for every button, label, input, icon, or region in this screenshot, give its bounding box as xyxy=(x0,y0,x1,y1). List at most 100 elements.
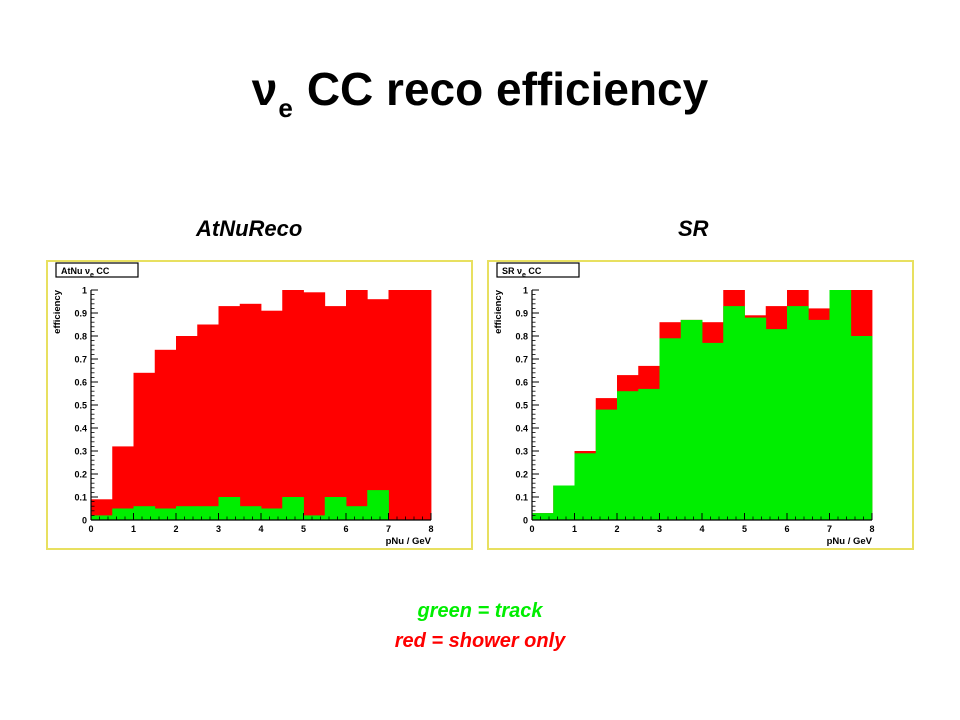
stat-box-text: SR νe CC xyxy=(502,266,542,279)
bar-green-12 xyxy=(787,306,809,520)
bar-green-0 xyxy=(91,515,113,520)
x-tick-label-7: 7 xyxy=(827,524,832,534)
bar-green-3 xyxy=(595,409,618,520)
x-tick-label-3: 3 xyxy=(216,524,221,534)
y-tick-label-2: 0.2 xyxy=(515,470,528,480)
y-tick-label-7: 0.7 xyxy=(515,355,528,365)
bar-red-9 xyxy=(282,290,304,520)
y-tick-label-4: 0.4 xyxy=(515,424,528,434)
x-tick-label-1: 1 xyxy=(572,524,577,534)
slide-title: νe CC reco efficiency xyxy=(0,62,960,124)
x-tick-label-6: 6 xyxy=(784,524,789,534)
bar-red-14 xyxy=(388,290,411,520)
bar-red-13 xyxy=(367,299,389,520)
bar-red-4 xyxy=(176,336,198,520)
chart-atnureco: AtNu νe CC 0 0.1 0.2 0.3 0.4 0.5 0.6 0.7 0.8 0.9 1 0… xyxy=(46,260,473,550)
y-tick-label-2: 0.2 xyxy=(74,470,87,480)
bar-red-11 xyxy=(324,306,347,520)
stat-box xyxy=(55,262,139,278)
y-axis-label: efficiency xyxy=(52,289,63,334)
bar-green-13 xyxy=(808,319,830,520)
bar-green-10 xyxy=(303,515,326,520)
y-tick-label-0: 0 xyxy=(523,516,528,526)
bar-green-6 xyxy=(218,497,241,520)
x-tick-label-2: 2 xyxy=(173,524,178,534)
x-tick-label-0: 0 xyxy=(88,524,93,534)
y-tick-label-10: 1 xyxy=(82,286,87,296)
bar-red-3 xyxy=(154,349,177,520)
bar-red-15 xyxy=(409,290,432,520)
x-tick-label-5: 5 xyxy=(742,524,747,534)
y-tick-label-9: 0.9 xyxy=(74,309,87,319)
y-tick-label-6: 0.6 xyxy=(515,378,528,388)
y-tick-label-1: 0.1 xyxy=(74,493,87,503)
x-tick-label-0: 0 xyxy=(529,524,534,534)
bar-green-7 xyxy=(239,506,262,520)
y-tick-label-10: 1 xyxy=(523,286,528,296)
x-tick-label-2: 2 xyxy=(614,524,619,534)
bar-green-8 xyxy=(702,342,724,520)
title-text: CC reco efficiency xyxy=(306,63,709,115)
bar-red-8 xyxy=(261,310,283,520)
bar-red-7 xyxy=(239,303,262,520)
legend-red-shower: red = shower only xyxy=(394,630,566,652)
bar-green-5 xyxy=(638,388,660,520)
bar-green-0 xyxy=(532,513,554,520)
bar-green-1 xyxy=(553,485,575,520)
bar-green-11 xyxy=(765,329,788,520)
y-tick-label-6: 0.6 xyxy=(74,378,87,388)
title-subscript: e xyxy=(278,93,293,123)
bar-green-14 xyxy=(829,290,852,520)
y-tick-label-3: 0.3 xyxy=(74,447,87,457)
chart-sr: SR νe CC 0 0.1 0.2 0.3 0.4 0.5 0.6 0.7 0.8 0.9 1 0 1 2… xyxy=(487,260,914,550)
bar-green-15 xyxy=(850,336,873,520)
bar-green-6 xyxy=(659,338,682,520)
y-tick-label-7: 0.7 xyxy=(74,355,87,365)
y-tick-label-3: 0.3 xyxy=(515,447,528,457)
bar-red-1 xyxy=(112,446,134,520)
x-axis-label: pNu / GeV xyxy=(827,536,873,547)
bar-green-5 xyxy=(197,506,219,520)
y-tick-label-5: 0.5 xyxy=(515,401,528,411)
bar-green-12 xyxy=(346,506,368,520)
x-tick-label-5: 5 xyxy=(301,524,306,534)
bar-red-2 xyxy=(133,372,156,520)
x-tick-label-7: 7 xyxy=(386,524,391,534)
bar-green-13 xyxy=(367,490,389,520)
y-tick-label-0: 0 xyxy=(82,516,87,526)
y-axis-label: efficiency xyxy=(493,289,504,334)
bar-red-5 xyxy=(197,324,219,520)
bar-green-8 xyxy=(261,508,283,520)
legend-green-track: green = track xyxy=(417,600,543,622)
panel-label-left: AtNuReco xyxy=(196,216,303,241)
x-axis-label: pNu / GeV xyxy=(386,536,432,547)
y-tick-label-5: 0.5 xyxy=(74,401,87,411)
bar-green-7 xyxy=(680,319,703,520)
bar-green-3 xyxy=(154,508,177,520)
bar-red-0 xyxy=(91,499,113,520)
bar-green-1 xyxy=(112,508,134,520)
bar-green-4 xyxy=(617,391,639,520)
bar-green-2 xyxy=(574,453,597,520)
x-tick-label-1: 1 xyxy=(131,524,136,534)
x-tick-label-6: 6 xyxy=(343,524,348,534)
title-nu-symbol: ν xyxy=(251,63,278,115)
bar-red-10 xyxy=(303,292,326,520)
bar-green-2 xyxy=(133,506,156,520)
y-tick-label-4: 0.4 xyxy=(74,424,87,434)
y-tick-label-9: 0.9 xyxy=(515,309,528,319)
x-tick-label-4: 4 xyxy=(258,524,263,534)
y-tick-label-8: 0.8 xyxy=(74,332,87,342)
bar-green-9 xyxy=(282,497,304,520)
bar-green-11 xyxy=(324,497,347,520)
y-tick-label-1: 0.1 xyxy=(515,493,528,503)
stat-box-text: AtNu νe CC xyxy=(61,266,110,279)
panel-label-right: SR xyxy=(678,216,709,241)
y-tick-label-8: 0.8 xyxy=(515,332,528,342)
x-tick-label-3: 3 xyxy=(657,524,662,534)
x-tick-label-4: 4 xyxy=(699,524,704,534)
x-tick-label-8: 8 xyxy=(428,524,433,534)
bar-red-6 xyxy=(218,306,241,520)
bar-green-9 xyxy=(723,306,745,520)
bar-green-10 xyxy=(744,317,767,520)
